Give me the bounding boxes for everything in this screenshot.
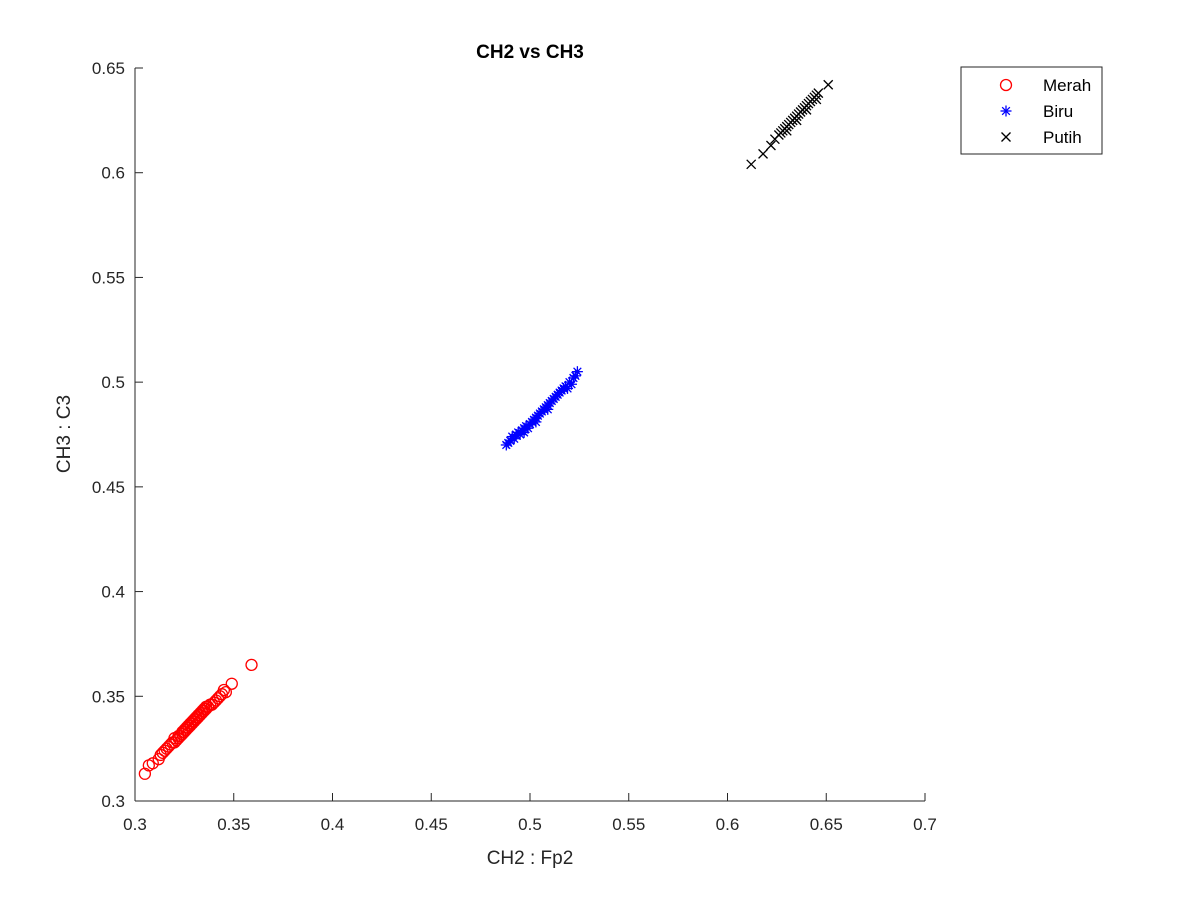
chart-title: CH2 vs CH3 <box>476 42 584 63</box>
x-tick-label: 0.7 <box>913 815 937 834</box>
x-stroke <box>791 115 802 126</box>
x-stroke <box>765 140 776 151</box>
x-tick-label: 0.3 <box>123 815 147 834</box>
data-point <box>245 658 258 672</box>
legend-marker <box>1000 105 1012 117</box>
x-tick-label: 0.4 <box>321 815 345 834</box>
y-tick-label: 0.45 <box>92 478 125 497</box>
data-point <box>746 159 757 170</box>
data-point <box>217 683 231 697</box>
y-axis-label: CH3 : C3 <box>54 395 75 473</box>
series-putih <box>746 79 834 170</box>
y-axis-ticks: 0.3 0.35 0.4 0.45 0.5 0.55 0.6 0.65 <box>92 59 143 811</box>
data-point <box>225 677 238 690</box>
legend-entry-biru: Biru <box>1000 102 1073 121</box>
legend-entry-merah: Merah <box>999 76 1091 95</box>
circle-mark <box>999 78 1013 92</box>
data-point <box>801 104 812 115</box>
data-point <box>791 115 802 126</box>
x-tick-label: 0.5 <box>518 815 542 834</box>
x-stroke <box>781 125 792 136</box>
x-axis-ticks: 0.3 0.35 0.4 0.45 0.5 0.55 0.6 0.65 0.7 <box>123 793 937 834</box>
data-point <box>758 148 769 159</box>
data-point <box>219 685 233 699</box>
y-tick-label: 0.3 <box>101 792 125 811</box>
circle-mark <box>219 685 233 699</box>
legend-label: Putih <box>1043 128 1082 147</box>
x-stroke <box>823 79 834 90</box>
legend-label: Biru <box>1043 102 1073 121</box>
x-axis-label: CH2 : Fp2 <box>487 848 574 869</box>
data-point <box>823 79 834 90</box>
circle-mark <box>245 658 258 672</box>
x-tick-label: 0.6 <box>716 815 740 834</box>
asterisk-stroke <box>519 428 529 437</box>
legend-entry-putih: Putih <box>1001 128 1082 147</box>
series-merah <box>138 658 258 780</box>
x-tick-label: 0.55 <box>612 815 645 834</box>
circle-mark <box>211 692 225 705</box>
data-point <box>765 140 776 151</box>
x-stroke <box>811 94 822 105</box>
legend-marker <box>999 78 1013 92</box>
data-point <box>781 125 792 136</box>
data-markers <box>138 79 834 780</box>
asterisk-stroke <box>573 367 582 376</box>
y-tick-label: 0.35 <box>92 687 125 706</box>
y-tick-label: 0.4 <box>101 583 125 602</box>
data-point <box>813 88 824 99</box>
y-tick-label: 0.55 <box>92 268 125 287</box>
data-point <box>571 366 583 378</box>
data-point <box>811 94 822 105</box>
data-point <box>211 692 225 705</box>
x-stroke <box>746 159 757 170</box>
legend-box <box>960 66 1103 155</box>
plot-area <box>134 68 925 802</box>
legend-marker <box>1001 132 1011 142</box>
x-tick-label: 0.45 <box>415 815 448 834</box>
x-tick-label: 0.65 <box>810 815 843 834</box>
series-biru <box>500 366 583 451</box>
x-stroke <box>1001 132 1011 142</box>
y-tick-label: 0.5 <box>101 373 125 392</box>
data-point <box>530 416 542 428</box>
x-stroke <box>813 88 824 99</box>
x-stroke <box>801 104 812 115</box>
data-point <box>565 378 577 390</box>
asterisk-stroke <box>543 405 553 414</box>
data-point <box>518 426 530 438</box>
data-point <box>542 403 554 415</box>
x-tick-label: 0.35 <box>217 815 250 834</box>
asterisk-stroke <box>531 417 541 427</box>
y-tick-label: 0.65 <box>92 59 125 78</box>
circle-mark <box>225 677 238 690</box>
y-tick-label: 0.6 <box>101 164 125 183</box>
circle-mark <box>217 683 231 697</box>
x-stroke <box>758 148 769 159</box>
asterisk-stroke <box>1001 106 1011 116</box>
legend: Merah Biru Putih <box>960 66 1103 155</box>
legend-label: Merah <box>1043 76 1091 95</box>
